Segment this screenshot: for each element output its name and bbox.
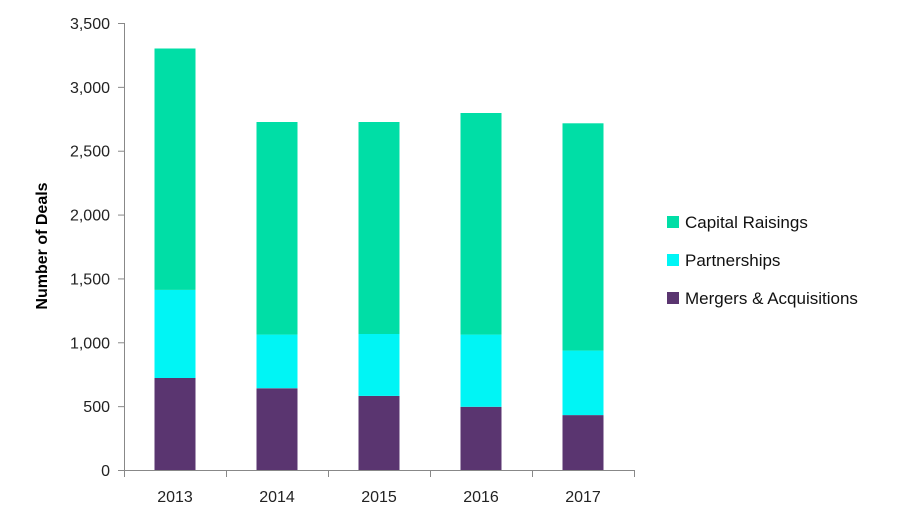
legend-label: Partnerships bbox=[685, 251, 780, 270]
y-ticks-group: 0 500 1,000 1,500 2,000 2,500 3,000 3,500 bbox=[70, 16, 124, 480]
y-tick-label: 3,000 bbox=[70, 80, 110, 97]
legend-item: Partnerships bbox=[667, 251, 780, 270]
y-axis-title: Number of Deals bbox=[34, 182, 51, 309]
bar-capital-raisings-2016 bbox=[460, 113, 502, 335]
legend-label: Capital Raisings bbox=[685, 213, 808, 232]
y-tick-label: 2,000 bbox=[70, 208, 110, 225]
y-tick-label: 2,500 bbox=[70, 144, 110, 161]
bar-capital-raisings-2013 bbox=[154, 48, 196, 290]
legend-swatch bbox=[667, 292, 679, 304]
legend-swatch bbox=[667, 254, 679, 266]
bar-capital-raisings-2015 bbox=[358, 122, 400, 334]
x-tick-label: 2013 bbox=[157, 489, 193, 506]
bar-partnerships-2017 bbox=[562, 350, 604, 416]
bar-partnerships-2016 bbox=[460, 334, 502, 407]
y-tick-label: 3,500 bbox=[70, 16, 110, 33]
x-ticks-group: 2013 2014 2015 2016 2017 bbox=[124, 470, 635, 506]
bar-mergers-acquisitions-2014 bbox=[256, 388, 298, 470]
y-tick-label: 0 bbox=[101, 463, 110, 480]
y-tick-label: 1,500 bbox=[70, 271, 110, 288]
bars-group bbox=[154, 48, 604, 470]
bar-mergers-acquisitions-2016 bbox=[460, 406, 502, 470]
x-tick-label: 2016 bbox=[463, 489, 499, 506]
legend-item: Mergers & Acquisitions bbox=[667, 289, 858, 308]
bar-capital-raisings-2014 bbox=[256, 122, 298, 335]
bar-partnerships-2013 bbox=[154, 289, 196, 378]
x-tick-label: 2015 bbox=[361, 489, 397, 506]
legend: Capital Raisings Partnerships Mergers & Ac… bbox=[667, 213, 858, 308]
legend-item: Capital Raisings bbox=[667, 213, 808, 232]
x-tick-label: 2014 bbox=[259, 489, 295, 506]
x-tick-label: 2017 bbox=[565, 489, 601, 506]
bar-capital-raisings-2017 bbox=[562, 123, 604, 351]
y-tick-label: 1,000 bbox=[70, 335, 110, 352]
y-tick-label: 500 bbox=[83, 399, 110, 416]
bar-mergers-acquisitions-2013 bbox=[154, 378, 196, 470]
axes-group bbox=[124, 23, 634, 471]
bar-mergers-acquisitions-2017 bbox=[562, 415, 604, 470]
legend-label: Mergers & Acquisitions bbox=[685, 289, 858, 308]
bar-partnerships-2015 bbox=[358, 334, 400, 396]
bar-partnerships-2014 bbox=[256, 334, 298, 389]
bar-mergers-acquisitions-2015 bbox=[358, 395, 400, 470]
legend-swatch bbox=[667, 216, 679, 228]
